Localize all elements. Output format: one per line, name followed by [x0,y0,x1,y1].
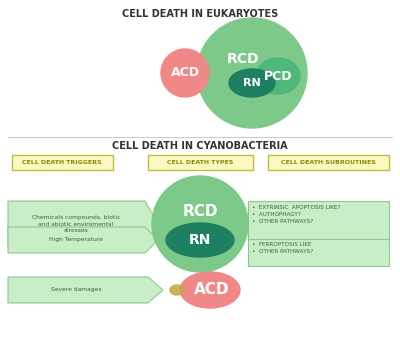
Text: •  FERROPTOSIS LIKE
•  OTHER PATHWAYS?: • FERROPTOSIS LIKE • OTHER PATHWAYS? [252,242,313,254]
FancyBboxPatch shape [248,239,388,266]
Text: CELL DEATH TRIGGERS: CELL DEATH TRIGGERS [22,159,102,164]
Text: RN: RN [189,233,211,247]
Text: RCD: RCD [182,205,218,219]
Text: PCD: PCD [264,69,292,83]
Polygon shape [8,227,158,253]
FancyBboxPatch shape [148,154,252,170]
Text: CELL DEATH IN CYANOBACTERIA: CELL DEATH IN CYANOBACTERIA [112,141,288,151]
Text: •  EXTRINSIC  APOPTOSIS LIKE?
•  AUTHOPHAGY?
•  OTHER PATHWAYS?: • EXTRINSIC APOPTOSIS LIKE? • AUTHOPHAGY… [252,205,340,224]
FancyBboxPatch shape [12,154,112,170]
Circle shape [197,18,307,128]
Ellipse shape [170,285,184,295]
Ellipse shape [180,272,240,308]
Text: Severe damages: Severe damages [51,287,101,293]
Ellipse shape [256,58,300,94]
Ellipse shape [166,223,234,257]
Text: CELL DEATH IN EUKARYOTES: CELL DEATH IN EUKARYOTES [122,9,278,19]
Text: Chemicals compounds, biotic
and abiotic enviromental
stresses: Chemicals compounds, biotic and abiotic … [32,215,120,233]
Text: RN: RN [243,78,261,88]
FancyBboxPatch shape [268,154,388,170]
Circle shape [152,176,248,272]
FancyBboxPatch shape [248,201,388,247]
Polygon shape [8,201,158,247]
Text: High Temperature: High Temperature [49,238,103,243]
Text: CELL DEATH SUBROUTINES: CELL DEATH SUBROUTINES [280,159,376,164]
Text: CELL DEATH TYPES: CELL DEATH TYPES [167,159,233,164]
Ellipse shape [229,69,275,97]
Polygon shape [8,277,163,303]
Circle shape [161,49,209,97]
Text: ACD: ACD [194,282,230,298]
Text: ACD: ACD [170,66,200,80]
Text: RCD: RCD [227,52,259,66]
